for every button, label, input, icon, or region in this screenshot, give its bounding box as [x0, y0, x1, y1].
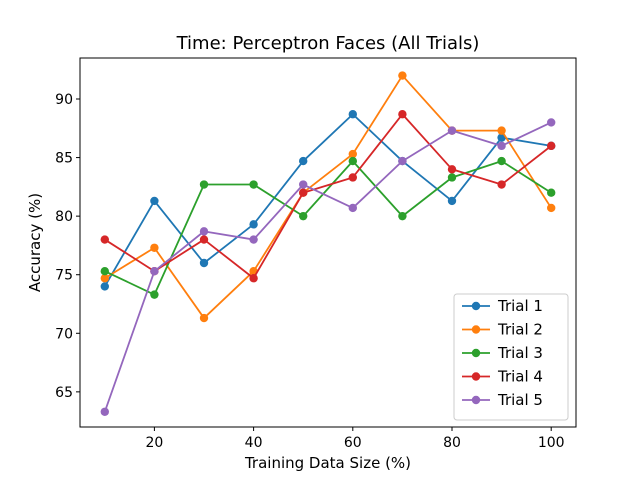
chart-title: Time: Perceptron Faces (All Trials)	[176, 33, 480, 54]
data-point	[547, 203, 556, 213]
legend-marker	[471, 325, 481, 334]
legend-marker	[471, 348, 481, 358]
legend-item: Trial 1	[462, 297, 543, 315]
data-point	[497, 156, 506, 166]
data-point	[299, 156, 308, 166]
legend: Trial 1 Trial 2 Trial 3 Trial 4 Trial 5	[453, 293, 569, 421]
legend-item: Trial 2	[462, 321, 543, 339]
legend-label: Trial 5	[497, 391, 543, 409]
data-point	[447, 173, 457, 182]
y-tick-label: 65	[55, 385, 73, 401]
data-point	[100, 407, 110, 416]
x-tick-label: 100	[538, 435, 565, 451]
data-point	[547, 141, 556, 151]
data-point	[249, 220, 258, 229]
x-axis: 20 40 60 80 100	[145, 427, 565, 451]
data-point	[547, 188, 556, 197]
x-tick-label: 60	[344, 435, 362, 451]
data-point	[150, 196, 159, 206]
x-axis-label: Training Data Size (%)	[244, 454, 411, 472]
data-point	[299, 188, 308, 197]
data-point	[199, 227, 209, 236]
y-tick-label: 90	[55, 92, 73, 108]
legend-marker	[471, 395, 481, 405]
data-point	[100, 274, 110, 283]
legend-label: Trial 1	[497, 297, 543, 315]
data-point	[249, 274, 258, 283]
data-point	[497, 126, 506, 135]
x-tick-label: 40	[245, 435, 263, 451]
y-axis: 65 70 75 80 85 90	[55, 92, 80, 401]
data-point	[100, 282, 110, 291]
series-trial-3	[100, 156, 556, 299]
data-point	[398, 71, 407, 80]
data-point	[348, 173, 357, 182]
series-trial-5	[100, 118, 556, 416]
legend-marker	[471, 301, 481, 311]
legend-label: Trial 3	[497, 344, 543, 362]
legend-item: Trial 3	[462, 344, 543, 362]
x-tick-label: 80	[443, 435, 461, 451]
series-layer	[100, 71, 556, 416]
y-tick-label: 75	[55, 268, 73, 284]
series-line-trial-5	[103, 121, 552, 413]
data-point	[199, 258, 209, 268]
data-point	[348, 110, 357, 119]
plot-frame	[79, 57, 577, 428]
data-point	[100, 235, 110, 244]
data-point	[497, 180, 506, 189]
data-point	[299, 180, 308, 189]
legend-box	[453, 293, 569, 421]
y-tick-label: 70	[55, 326, 73, 342]
data-point	[150, 290, 159, 299]
data-point	[199, 235, 209, 244]
series-line-trial-4	[104, 113, 552, 280]
data-point	[348, 203, 357, 213]
legend-item: Trial 4	[462, 368, 543, 386]
x-tick-label: 20	[145, 435, 163, 451]
data-point	[497, 141, 506, 151]
data-point	[398, 211, 407, 221]
data-point	[447, 196, 457, 206]
data-point	[398, 156, 407, 166]
data-point	[150, 267, 159, 276]
legend-item: Trial 5	[462, 391, 543, 409]
data-point	[348, 149, 357, 159]
y-axis-label: Accuracy (%)	[26, 193, 44, 292]
data-point	[348, 156, 357, 166]
data-point	[249, 235, 258, 244]
data-point	[150, 243, 159, 252]
legend-label: Trial 4	[497, 368, 543, 386]
data-point	[199, 313, 209, 323]
data-point	[249, 180, 258, 189]
data-point	[398, 110, 407, 119]
y-tick-label: 85	[55, 151, 73, 167]
data-point	[100, 267, 110, 276]
legend-marker	[471, 372, 481, 381]
y-tick-label: 80	[55, 209, 73, 225]
data-point	[447, 126, 457, 135]
legend-label: Trial 2	[497, 321, 543, 339]
series-line-trial-2	[104, 74, 552, 319]
data-point	[447, 165, 457, 174]
series-line-trial-3	[104, 160, 552, 296]
data-point	[199, 180, 209, 189]
data-point	[547, 118, 556, 127]
data-point	[299, 211, 308, 221]
